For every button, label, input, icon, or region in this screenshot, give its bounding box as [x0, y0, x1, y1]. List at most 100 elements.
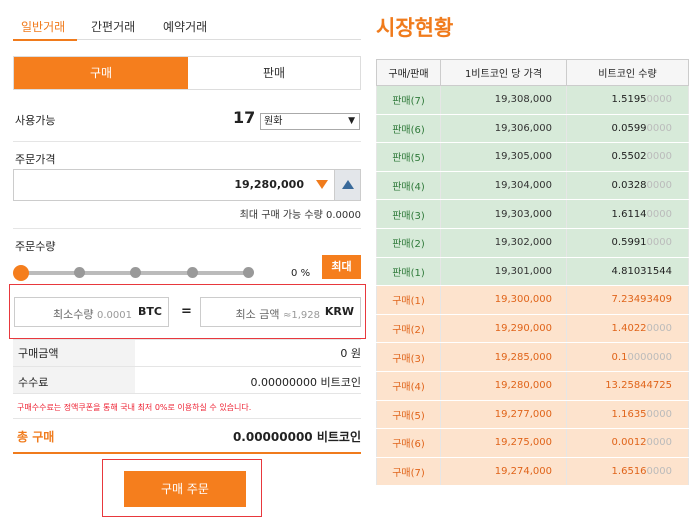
order-book-header: 구매/판매 1비트코인 당 가격 비트코인 수량 — [376, 59, 689, 86]
total-value: 0.00000000 비트코인 — [232, 430, 361, 444]
slider-step-100[interactable] — [243, 267, 254, 278]
chevron-down-icon: ▼ — [348, 116, 355, 126]
equals-sign: = — [181, 304, 192, 319]
row-type: 구매(6) — [376, 428, 441, 458]
fee-value: 0.00000000 비트코인 — [250, 376, 361, 389]
quantity-slider-handle[interactable] — [13, 265, 29, 281]
order-book-row[interactable]: 판매(3) 19,303,000 1.61140000 — [376, 199, 689, 229]
row-type: 구매(2) — [376, 314, 441, 344]
total-underline — [13, 452, 361, 454]
trade-panel: 일반거래 간편거래 예약거래 구매 판매 사용가능 17 원화 ▼ 주문가격 1… — [9, 0, 366, 526]
row-quantity-main: 7.23493409 — [611, 294, 672, 306]
row-quantity: 1.16350000 — [566, 400, 689, 430]
quantity-percent-unit: % — [300, 268, 311, 279]
active-tab-underline — [13, 39, 77, 41]
row-type: 판매(6) — [376, 114, 441, 144]
row-quantity-tail: 0000 — [646, 408, 672, 420]
quantity-label: 주문수량 — [15, 240, 56, 253]
row-quantity-main: 1.4022 — [611, 323, 647, 335]
row-quantity-tail: 0000 — [646, 180, 672, 192]
min-amount-value: ≈1,928 — [282, 310, 320, 321]
minimum-highlight-box — [9, 284, 366, 339]
order-book-row[interactable]: 구매(6) 19,275,000 0.00120000 — [376, 428, 689, 458]
header-price: 1비트코인 당 가격 — [440, 59, 567, 86]
quantity-percent: 0 % — [291, 268, 310, 279]
slider-step-25[interactable] — [74, 267, 85, 278]
amount-row-bg — [13, 340, 135, 366]
min-amount-unit: KRW — [324, 305, 354, 318]
buy-sell-switch: 구매 판매 — [13, 56, 361, 90]
order-book-row[interactable]: 구매(3) 19,285,000 0.10000000 — [376, 342, 689, 372]
buy-toggle-button[interactable]: 구매 — [14, 57, 188, 89]
row-price: 19,305,000 — [440, 142, 567, 172]
order-book-row[interactable]: 구매(4) 19,280,000 13.25844725 — [376, 371, 689, 401]
divider — [13, 228, 361, 229]
price-decrease-icon[interactable] — [316, 180, 328, 189]
price-input[interactable]: 19,280,000 — [13, 169, 361, 201]
divider — [13, 141, 361, 142]
row-type: 판매(5) — [376, 142, 441, 172]
amount-label: 구매금액 — [18, 347, 59, 360]
row-price: 19,304,000 — [440, 171, 567, 201]
divider — [13, 339, 361, 340]
row-quantity-tail: 0000000 — [627, 351, 672, 363]
row-type: 구매(1) — [376, 285, 441, 315]
order-book-row[interactable]: 구매(2) 19,290,000 1.40220000 — [376, 314, 689, 344]
order-book-row[interactable]: 판매(5) 19,305,000 0.55020000 — [376, 142, 689, 172]
row-quantity-main: 1.1635 — [611, 408, 647, 420]
order-book-row[interactable]: 구매(7) 19,274,000 1.65160000 — [376, 457, 689, 487]
row-type: 판매(7) — [376, 85, 441, 115]
header-type: 구매/판매 — [376, 59, 441, 86]
order-book-row[interactable]: 판매(7) 19,308,000 1.51950000 — [376, 85, 689, 115]
row-quantity: 7.23493409 — [566, 285, 689, 315]
available-label: 사용가능 — [15, 114, 56, 127]
row-quantity-main: 1.6114 — [611, 208, 647, 220]
row-price: 19,308,000 — [440, 85, 567, 115]
row-price: 19,285,000 — [440, 342, 567, 372]
quantity-percent-value: 0 — [291, 268, 298, 279]
tab-reserved-trade[interactable]: 예약거래 — [163, 20, 208, 34]
min-quantity-text: 최소수량 0.0001 — [53, 306, 132, 322]
row-type: 구매(5) — [376, 400, 441, 430]
buy-order-button[interactable]: 구매 주문 — [124, 471, 246, 507]
price-input-value: 19,280,000 — [234, 178, 304, 191]
order-book-table: 구매/판매 1비트코인 당 가격 비트코인 수량 판매(7) 19,308,000… — [376, 59, 689, 487]
row-quantity: 0.59910000 — [566, 228, 689, 258]
slider-step-75[interactable] — [187, 267, 198, 278]
min-amount-text: 최소 금액 ≈1,928 — [236, 306, 321, 322]
row-type: 판매(4) — [376, 171, 441, 201]
min-amount-label: 최소 금액 — [235, 308, 280, 321]
row-quantity-tail: 0000 — [646, 122, 672, 134]
row-type: 구매(4) — [376, 371, 441, 401]
order-book-row[interactable]: 판매(4) 19,304,000 0.03280000 — [376, 171, 689, 201]
row-type: 판매(1) — [376, 257, 441, 287]
row-quantity-tail: 0000 — [646, 323, 672, 335]
row-quantity-main: 1.5195 — [611, 94, 647, 106]
available-value: 17 — [233, 108, 256, 127]
order-book-row[interactable]: 판매(2) 19,302,000 0.59910000 — [376, 228, 689, 258]
row-price: 19,274,000 — [440, 457, 567, 487]
min-quantity-value: 0.0001 — [97, 310, 132, 321]
sell-toggle-button[interactable]: 판매 — [262, 66, 286, 80]
max-quantity-button[interactable]: 최대 — [322, 255, 361, 279]
row-quantity: 13.25844725 — [566, 371, 689, 401]
fee-label: 수수료 — [18, 376, 49, 389]
row-quantity: 1.40220000 — [566, 314, 689, 344]
order-book-row[interactable]: 구매(5) 19,277,000 1.16350000 — [376, 400, 689, 430]
order-book-row[interactable]: 판매(1) 19,301,000 4.81031544 — [376, 257, 689, 287]
row-quantity-main: 0.1 — [611, 351, 628, 363]
order-book-body: 판매(7) 19,308,000 1.51950000 판매(6) 19,306,000… — [376, 85, 689, 487]
row-price: 19,303,000 — [440, 199, 567, 229]
min-quantity-field: 최소수량 0.0001 BTC — [14, 297, 169, 327]
tab-simple-trade[interactable]: 간편거래 — [91, 20, 136, 34]
currency-select-value: 원화 — [264, 116, 283, 127]
tab-normal-trade[interactable]: 일반거래 — [21, 20, 66, 34]
currency-select[interactable]: 원화 ▼ — [260, 113, 360, 130]
price-increase-button[interactable] — [334, 170, 360, 200]
order-book-row[interactable]: 구매(1) 19,300,000 7.23493409 — [376, 285, 689, 315]
row-price: 19,301,000 — [440, 257, 567, 287]
order-book-row[interactable]: 판매(6) 19,306,000 0.05990000 — [376, 114, 689, 144]
row-quantity-tail: 0000 — [646, 94, 672, 106]
slider-step-50[interactable] — [130, 267, 141, 278]
row-quantity-main: 4.81031544 — [611, 265, 672, 277]
